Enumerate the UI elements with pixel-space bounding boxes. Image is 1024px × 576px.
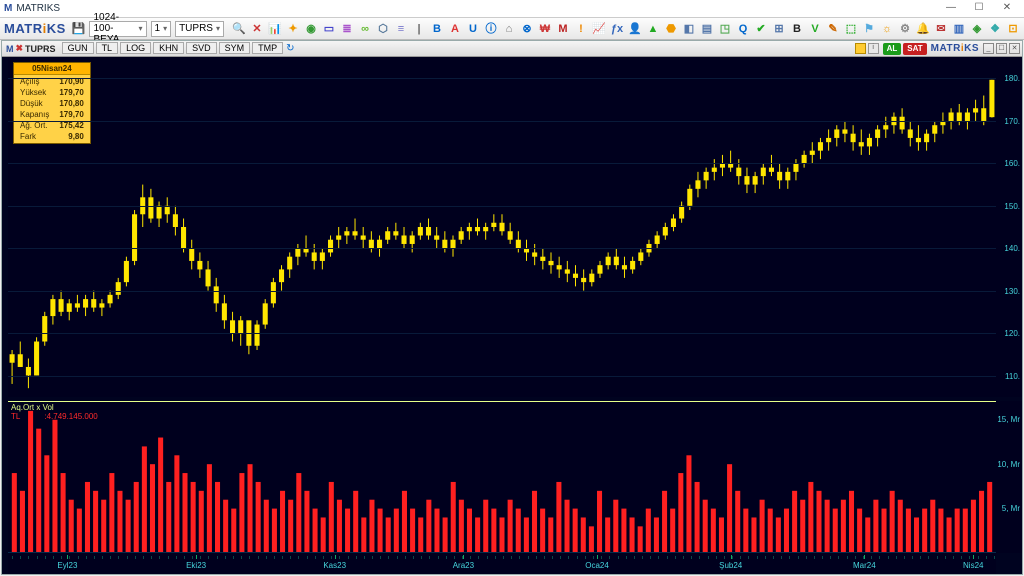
toolbar-icon[interactable]: B: [430, 22, 444, 36]
time-xaxis: Eyl23Eki23Kas23Ara23Oca24Şub24Mar24Nis24: [8, 552, 996, 574]
toolbar-icon[interactable]: ◳: [718, 22, 732, 36]
volume-pane[interactable]: Aq.Ort x Vol TL:4.749.145.000: [8, 401, 996, 553]
sell-button[interactable]: SAT: [903, 43, 926, 55]
toolbar-icon[interactable]: ƒx: [610, 22, 624, 36]
toolbar-icon[interactable]: 📊: [268, 22, 282, 36]
price-yaxis: 110.120.130.140.150.160.170.180.: [996, 57, 1022, 397]
close-button[interactable]: ✕: [994, 2, 1020, 16]
toolbar-icon[interactable]: U: [466, 22, 480, 36]
toolbar-icon[interactable]: ◈: [970, 22, 984, 36]
app-title: MATRIKS: [16, 3, 60, 14]
toolbar-icon[interactable]: ⬡: [376, 22, 390, 36]
os-titlebar: M MATRIKS — ☐ ✕: [0, 0, 1024, 18]
toolbar-icon[interactable]: ✎: [826, 22, 840, 36]
toolbar-icon[interactable]: ◉: [304, 22, 318, 36]
chart-tab[interactable]: SVD: [186, 42, 217, 54]
toolbar-icon[interactable]: ❖: [988, 22, 1002, 36]
toolbar-icon[interactable]: ◧: [682, 22, 696, 36]
toolbar-icon[interactable]: ▥: [952, 22, 966, 36]
buy-button[interactable]: AL: [883, 43, 902, 55]
pane-min-icon[interactable]: _: [983, 43, 994, 54]
chart-symbol: M ✖ TUPRS: [2, 43, 60, 54]
toolbar-icon[interactable]: ∞: [358, 22, 372, 36]
toolbar-icon[interactable]: ✕: [250, 22, 264, 36]
toolbar-icon[interactable]: |: [412, 22, 426, 36]
toolbar-icon[interactable]: ▤: [700, 22, 714, 36]
info-pill[interactable]: i: [868, 43, 879, 54]
toolbar-icon[interactable]: 🔔: [916, 22, 930, 36]
toolbar-icon[interactable]: 🔍: [232, 22, 246, 36]
toolbar-icon[interactable]: ☼: [880, 22, 894, 36]
toolbar-icon[interactable]: ⓘ: [484, 22, 498, 36]
chart-subheader: M ✖ TUPRS GUNTLLOGKHNSVDSYMTMP ↻ i AL SA…: [2, 41, 1022, 57]
app-icon: M: [4, 3, 12, 14]
toolbar-icon[interactable]: 👤: [628, 22, 642, 36]
toolbar-icon[interactable]: !: [574, 22, 588, 36]
pane-close-icon[interactable]: ✕: [1009, 43, 1020, 54]
toolbar-icon[interactable]: ✦: [286, 22, 300, 36]
toolbar-icon[interactable]: ≡: [394, 22, 408, 36]
toolbar-icon[interactable]: ⬚: [844, 22, 858, 36]
chart-tab[interactable]: TMP: [252, 42, 283, 54]
toolbar-icon[interactable]: V: [808, 22, 822, 36]
toolbar-icon[interactable]: 📈: [592, 22, 606, 36]
chart-tab[interactable]: KHN: [153, 42, 184, 54]
chart-window: M ✖ TUPRS GUNTLLOGKHNSVDSYMTMP ↻ i AL SA…: [1, 40, 1023, 575]
toolbar-icon[interactable]: A: [448, 22, 462, 36]
toolbar-icon[interactable]: ⚙: [898, 22, 912, 36]
toolbar-icon[interactable]: ⊞: [772, 22, 786, 36]
chart-tab[interactable]: TL: [96, 42, 119, 54]
toolbar-icon[interactable]: ⊗: [520, 22, 534, 36]
brand-logo: MATRiKS: [4, 21, 66, 36]
workspace-select[interactable]: 1024-100-BEYA: [89, 21, 146, 37]
minimize-button[interactable]: —: [938, 2, 964, 16]
save-icon[interactable]: 💾: [72, 22, 86, 36]
pane-window-controls: _ ☐ ✕: [983, 43, 1020, 54]
main-toolbar: MATRiKS 💾 1024-100-BEYA 1 TUPRS 🔍 ✕ 📊 ✦ ◉ ▭ ≣ ∞…: [0, 18, 1024, 40]
infobox-date: 05Nisan24: [14, 63, 90, 75]
period-select[interactable]: 1: [151, 21, 172, 37]
toolbar-icon[interactable]: Q: [736, 22, 750, 36]
toolbar-icon[interactable]: ⌂: [502, 22, 516, 36]
toolbar-icon[interactable]: ≣: [340, 22, 354, 36]
toolbar-icon[interactable]: M: [556, 22, 570, 36]
alert-pill[interactable]: [855, 43, 866, 54]
ohlc-infobox: 05Nisan24 Açılış170,90Yüksek179,70Düşük1…: [13, 62, 91, 144]
toolbar-icon[interactable]: ✔: [754, 22, 768, 36]
brand-logo-small: MATRiKS: [931, 43, 979, 54]
chart-tab[interactable]: SYM: [219, 42, 251, 54]
volume-yaxis: 5, Mr10, Mr15, Mr: [996, 401, 1022, 553]
chart-tab[interactable]: GUN: [62, 42, 94, 54]
symbol-select[interactable]: TUPRS: [175, 21, 224, 37]
toolbar-icon[interactable]: ₩: [538, 22, 552, 36]
toolbar-icon[interactable]: ▲: [646, 22, 660, 36]
price-pane[interactable]: 05Nisan24 Açılış170,90Yüksek179,70Düşük1…: [8, 57, 996, 397]
pane-max-icon[interactable]: ☐: [996, 43, 1007, 54]
toolbar-icon[interactable]: ⚑: [862, 22, 876, 36]
refresh-icon[interactable]: ↻: [286, 43, 294, 54]
chart-tab[interactable]: LOG: [120, 42, 151, 54]
toolbar-icon[interactable]: ✉: [934, 22, 948, 36]
toolbar-icon[interactable]: ⬣: [664, 22, 678, 36]
maximize-button[interactable]: ☐: [966, 2, 992, 16]
toolbar-icon[interactable]: ⊡: [1006, 22, 1020, 36]
toolbar-icon[interactable]: ▭: [322, 22, 336, 36]
toolbar-icon[interactable]: B: [790, 22, 804, 36]
